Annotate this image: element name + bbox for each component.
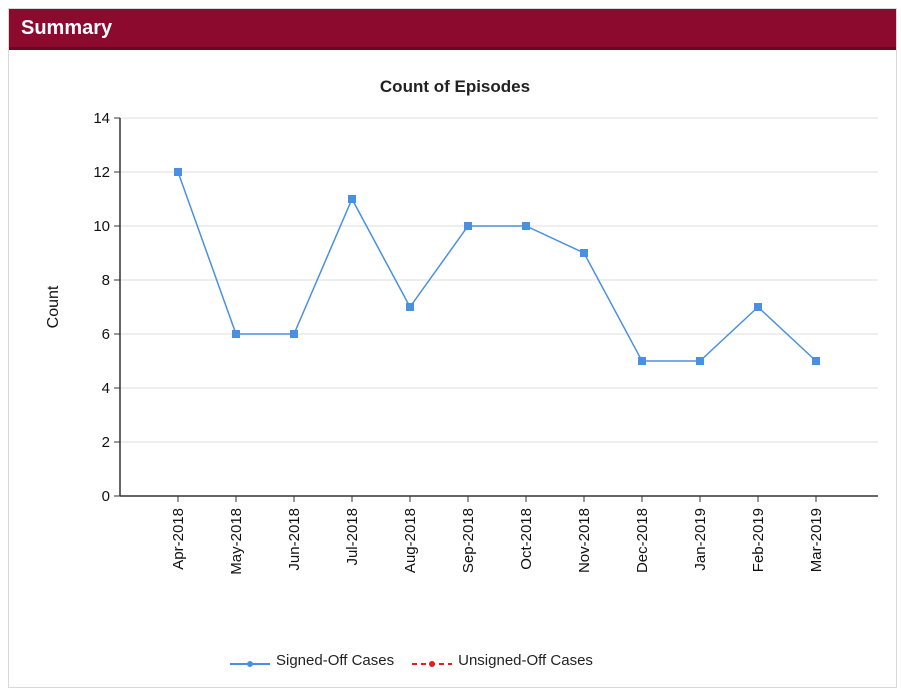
data-point-0-5 — [464, 222, 472, 230]
legend-label-signed-off: Signed-Off Cases — [276, 652, 395, 669]
x-tick-label-7: Nov-2018 — [576, 508, 593, 573]
x-tick-label-0: Apr-2018 — [170, 508, 187, 570]
x-tick-label-11: Mar-2019 — [808, 508, 825, 572]
y-tick-label-8: 8 — [102, 272, 110, 289]
y-tick-label-2: 2 — [102, 434, 110, 451]
y-tick-label-6: 6 — [102, 326, 110, 343]
legend-label-unsigned-off: Unsigned-Off Cases — [458, 652, 593, 669]
chart-legend: Signed-Off Cases Unsigned-Off Cases — [230, 652, 593, 669]
data-point-0-1 — [232, 330, 240, 338]
data-point-0-4 — [406, 303, 414, 311]
data-point-0-9 — [696, 357, 704, 365]
legend-item-unsigned-off[interactable]: Unsigned-Off Cases — [412, 652, 593, 669]
data-point-0-10 — [754, 303, 762, 311]
data-point-0-3 — [348, 195, 356, 203]
y-tick-label-12: 12 — [93, 164, 110, 181]
x-tick-label-6: Oct-2018 — [518, 508, 535, 570]
data-point-0-11 — [812, 357, 820, 365]
summary-panel: Summary — [8, 8, 897, 688]
legend-swatch-unsigned-off — [412, 656, 453, 667]
x-tick-label-9: Jan-2019 — [692, 508, 709, 571]
data-point-0-2 — [290, 330, 298, 338]
data-point-0-0 — [174, 168, 182, 176]
y-tick-label-4: 4 — [102, 380, 110, 397]
series-line-0 — [177, 171, 817, 362]
y-tick-label-14: 14 — [93, 110, 110, 127]
panel-header: Summary — [9, 9, 896, 50]
legend-item-signed-off[interactable]: Signed-Off Cases — [230, 652, 394, 669]
y-tick-label-0: 0 — [102, 488, 110, 505]
x-tick-label-5: Sep-2018 — [460, 508, 477, 573]
data-point-0-6 — [522, 222, 530, 230]
x-tick-label-1: May-2018 — [228, 508, 245, 575]
x-tick-label-2: Jun-2018 — [286, 508, 303, 571]
y-tick-label-10: 10 — [93, 218, 110, 235]
legend-swatch-signed-off — [230, 656, 270, 667]
y-axis-label: Count — [45, 285, 62, 328]
chart-title: Count of Episodes — [380, 77, 530, 96]
x-tick-label-3: Jul-2018 — [344, 508, 361, 566]
data-point-0-7 — [580, 249, 588, 257]
x-tick-label-10: Feb-2019 — [750, 508, 767, 572]
data-point-0-8 — [638, 357, 646, 365]
x-tick-label-8: Dec-2018 — [634, 508, 651, 573]
x-tick-label-4: Aug-2018 — [402, 508, 419, 573]
